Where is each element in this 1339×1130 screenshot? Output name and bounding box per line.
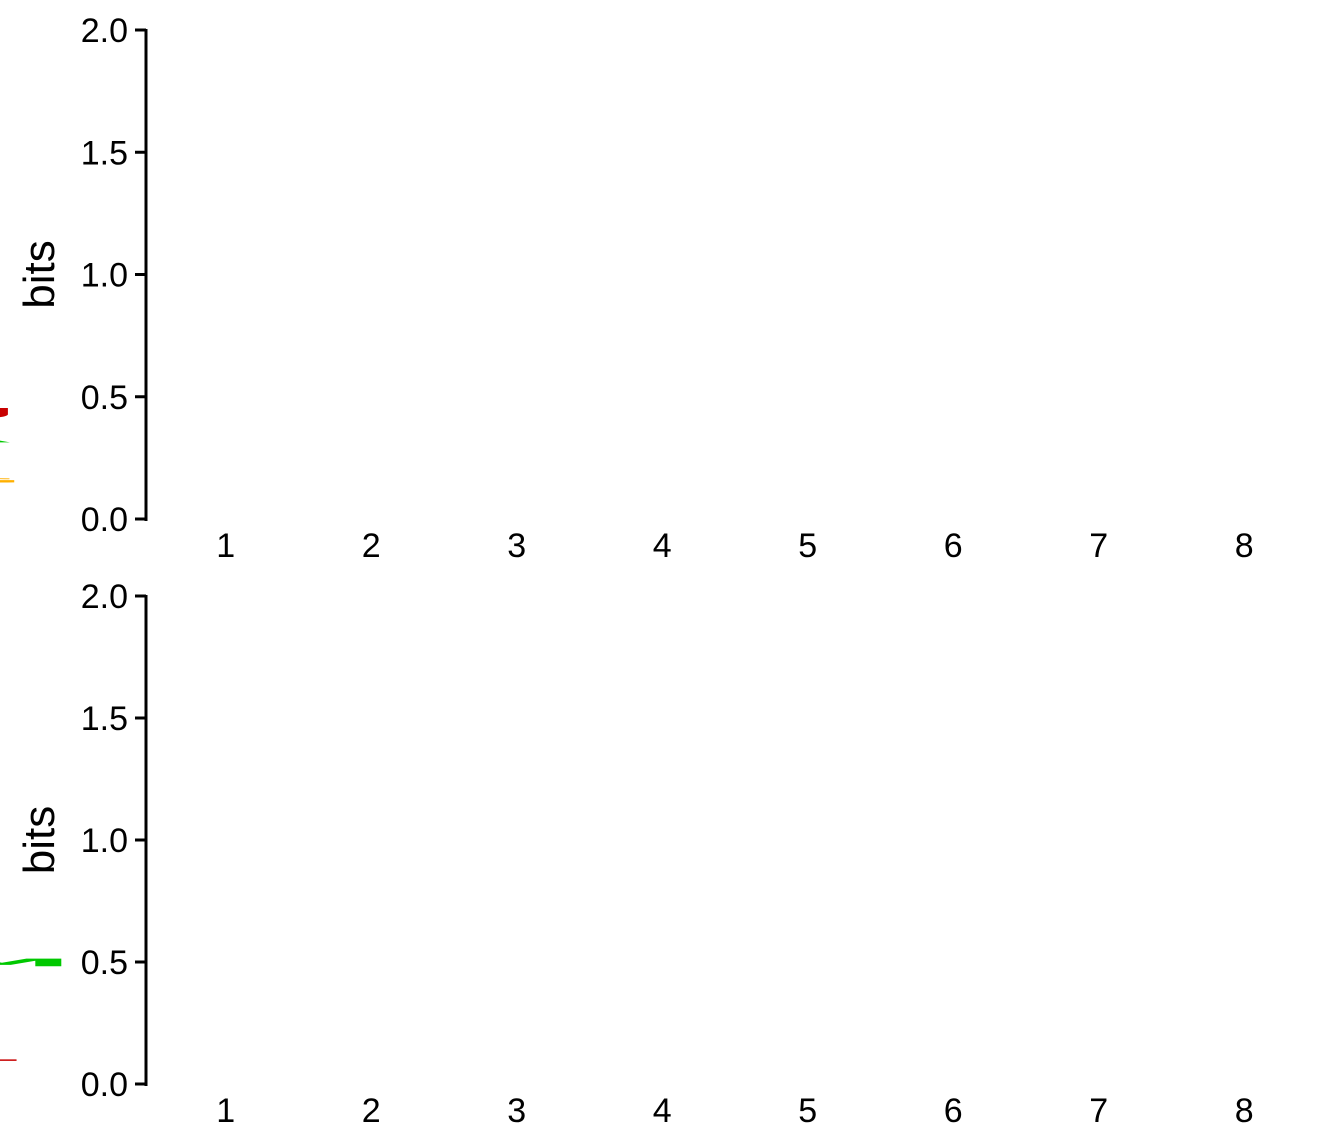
- y-tick-label: 2.0: [81, 578, 128, 616]
- y-tick-label: 0.5: [81, 379, 128, 417]
- logo-letter-m: M: [0, 948, 8, 960]
- y-tick-label: 0.5: [81, 944, 128, 982]
- x-position-label: 1: [216, 527, 235, 565]
- x-position-label: 8: [1235, 1092, 1254, 1130]
- x-position-label: 1: [216, 1092, 235, 1130]
- x-position-label: 4: [653, 1092, 672, 1130]
- y-tick-label: 0.0: [81, 1066, 128, 1104]
- logo-letter-h: H: [0, 1059, 33, 1061]
- x-position-label: 6: [944, 527, 963, 565]
- y-tick-label: 1.5: [81, 700, 128, 738]
- logo-letter-a: A: [0, 431, 11, 446]
- y-tick-label: 1.0: [81, 822, 128, 860]
- y-axis-title: bits: [15, 806, 64, 874]
- x-position-label: 7: [1089, 1092, 1108, 1130]
- x-position-label: 5: [798, 1092, 817, 1130]
- x-position-label: 8: [1235, 527, 1254, 565]
- y-tick-label: 1.5: [81, 134, 128, 172]
- x-position-label: 2: [362, 1092, 381, 1130]
- logo-letter-m: M: [0, 957, 75, 969]
- logo-panel-1: 0.00.51.01.52.0bits12345678CGAUACUCAUGUA…: [0, 12, 1254, 565]
- x-position-label: 3: [507, 1092, 526, 1130]
- y-axis-title: bits: [15, 240, 64, 308]
- x-position-label: 7: [1089, 527, 1108, 565]
- x-position-label: 6: [944, 1092, 963, 1130]
- x-position-label: 5: [798, 527, 817, 565]
- x-position-label: 3: [507, 527, 526, 565]
- y-tick-label: 1.0: [81, 257, 128, 295]
- y-tick-label: 2.0: [81, 12, 128, 50]
- logo-letter-u: U: [0, 405, 24, 422]
- logo-letter-g: G: [0, 477, 27, 484]
- y-tick-label: 0.0: [81, 501, 128, 539]
- logo-panel-2: 0.00.51.01.52.0bits12345678HMISHIMSHIMSI…: [0, 578, 1254, 1130]
- x-position-label: 4: [653, 527, 672, 565]
- x-position-label: 2: [362, 527, 381, 565]
